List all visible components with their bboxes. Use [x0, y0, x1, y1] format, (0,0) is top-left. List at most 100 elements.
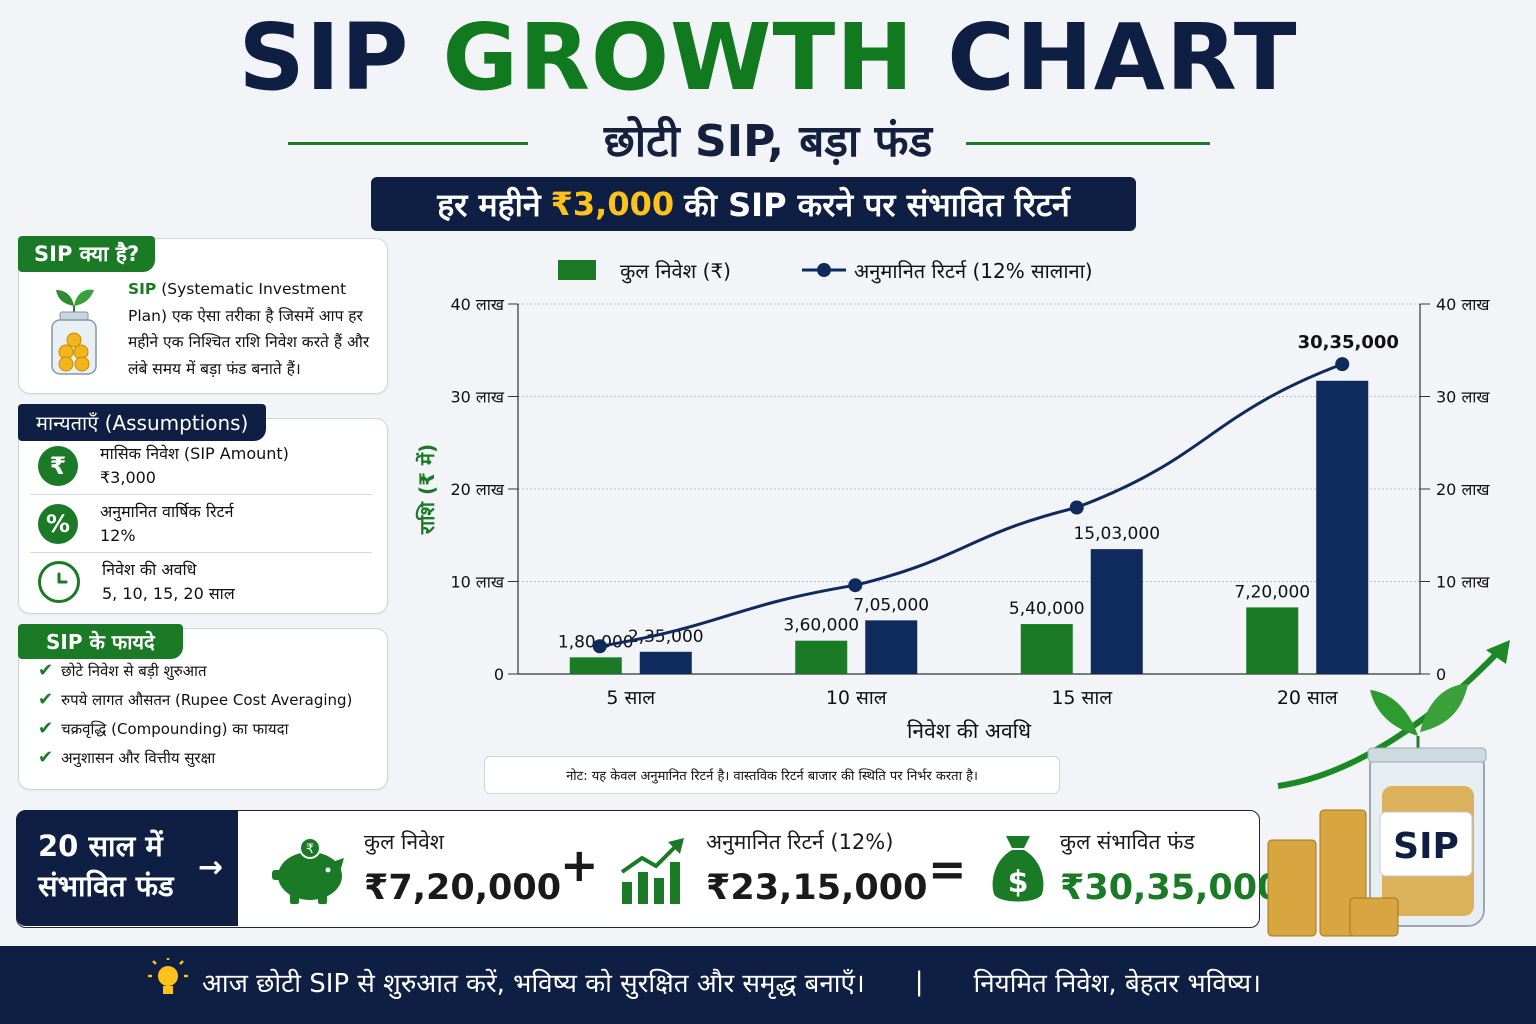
check-icon: ✔ [38, 660, 54, 681]
x-tick-label: 15 साल [1051, 687, 1113, 709]
assumptions-heading: मान्यताएँ (Assumptions) [18, 404, 267, 441]
benefit-item: ✔ छोटे निवेश से बड़ी शुरुआत [38, 660, 207, 681]
return-end-label: 30,35,000 [1298, 332, 1399, 353]
bar-investment [1020, 624, 1073, 674]
sip-keyword: SIP [128, 280, 157, 298]
sip-description: SIP (Systematic Investment Plan) एक ऐसा … [128, 276, 383, 382]
title-chart: CHART [947, 4, 1298, 111]
what-is-sip-heading: SIP क्या है? [18, 236, 156, 272]
sip-description-text: (Systematic Investment Plan) एक ऐसा तरीक… [128, 280, 370, 378]
summary-heading-line1: 20 साल में [38, 829, 163, 863]
bar-return [1316, 380, 1369, 674]
summary-heading-line2: संभावित फंड [38, 869, 174, 903]
banner-pre: हर महीने [437, 185, 541, 224]
page-title: SIP GROWTH CHART [0, 8, 1536, 108]
return-point [1069, 500, 1084, 515]
legend-label-return: अनुमानित रिटर्न (12% सालाना) [854, 259, 1093, 284]
assumption-value: 12% [100, 526, 136, 545]
footer-text: आज छोटी SIP से शुरुआत करें, भविष्य को सु… [202, 962, 1261, 1002]
assumption-label: निवेश की अवधि [102, 560, 197, 579]
y-tick-label-right: 10 लाख [1436, 573, 1490, 592]
footer-tagline: नियमित निवेश, बेहतर भविष्य। [973, 969, 1261, 999]
return-point [848, 578, 863, 593]
total-investment-value: ₹7,20,000 [364, 868, 562, 908]
expected-return-value: ₹23,15,000 [706, 868, 928, 908]
x-tick-label: 5 साल [606, 687, 656, 709]
footer-message: आज छोटी SIP से शुरुआत करें, भविष्य को सु… [202, 969, 865, 999]
assumption-value: 5, 10, 15, 20 साल [102, 584, 235, 603]
total-fund-value: ₹30,35,000 [1060, 868, 1282, 908]
bar-data-label: 7,05,000 [853, 595, 929, 615]
legend-swatch-investment [558, 260, 596, 280]
y-tick-label-right: 20 लाख [1436, 480, 1490, 499]
x-tick-label: 10 साल [826, 687, 888, 709]
subtitle: छोटी SIP, बड़ा फंड [603, 116, 933, 167]
bar-return [1090, 549, 1143, 674]
footer-divider: | [914, 967, 924, 997]
total-fund-label: कुल संभावित फंड [1060, 830, 1195, 854]
arrow-right-icon: → [198, 850, 224, 885]
plus-sign: + [560, 838, 599, 892]
chart-note: नोट: यह केवल अनुमानित रिटर्न है। वास्तवि… [484, 756, 1060, 794]
x-tick-label: 20 साल [1277, 687, 1339, 709]
footer [0, 946, 1536, 1024]
piggy-bank-icon: ₹ [272, 837, 344, 904]
bar-investment [569, 657, 622, 674]
return-line [599, 362, 1343, 648]
lightbulb-icon [148, 958, 188, 994]
banner-amount: ₹3,000 [550, 185, 675, 223]
clock-icon [38, 561, 80, 603]
check-icon: ✔ [38, 689, 54, 710]
y-tick-label-right: 30 लाख [1436, 388, 1490, 407]
bar-data-label: 2,35,000 [628, 627, 704, 647]
title-sip: SIP [238, 4, 410, 111]
assumption-label: मासिक निवेश (SIP Amount) [100, 444, 289, 463]
coin-jar-icon [51, 289, 97, 375]
y-axis-title: राशि (₹ में) [415, 444, 439, 535]
assumption-value: ₹3,000 [100, 468, 156, 487]
sip-chart: कुल निवेश (₹) अनुमानित रिटर्न (12% सालाना… [415, 259, 1490, 743]
y-tick-label-left: 20 लाख [450, 480, 504, 499]
x-axis-title: निवेश की अवधि [907, 719, 1032, 743]
svg-text:$: $ [1008, 865, 1029, 900]
coins-jar-illustration: SIP [1267, 640, 1510, 937]
percent-icon: % [38, 504, 78, 544]
growth-bars-icon [620, 838, 684, 904]
bar-data-label: 5,40,000 [1009, 599, 1085, 619]
bar-return [639, 651, 692, 674]
benefit-item: ✔ चक्रवृद्धि (Compounding) का फायदा [38, 718, 289, 739]
y-tick-label-left: 0 [494, 665, 504, 684]
banner: हर महीने ₹3,000 की SIP करने पर संभावित र… [371, 177, 1136, 231]
rupee-icon: ₹ [38, 446, 78, 486]
y-tick-label-right: 40 लाख [1436, 295, 1490, 314]
expected-return-label: अनुमानित रिटर्न (12%) [706, 830, 894, 854]
divider [30, 494, 372, 495]
y-tick-label-left: 40 लाख [450, 295, 504, 314]
title-growth: GROWTH [442, 4, 915, 111]
bar-data-label: 15,03,000 [1073, 524, 1160, 544]
banner-post: की SIP करने पर संभावित रिटर्न [684, 185, 1070, 224]
equals-sign: = [928, 842, 967, 896]
y-tick-label-left: 30 लाख [450, 388, 504, 407]
subtitle-rule-right [966, 142, 1210, 145]
divider [30, 552, 372, 553]
jar-label: SIP [1393, 826, 1459, 867]
subtitle-rule-left [288, 142, 528, 145]
bar-data-label: 7,20,000 [1234, 582, 1310, 602]
svg-text:₹: ₹ [306, 842, 314, 857]
y-tick-label-right: 0 [1436, 665, 1446, 684]
assumption-sip-amount: ₹ मासिक निवेश (SIP Amount) ₹3,000 [30, 438, 374, 494]
total-investment-label: कुल निवेश [364, 830, 445, 854]
return-point [1335, 357, 1350, 372]
bar-investment [1246, 607, 1299, 674]
assumption-return: % अनुमानित वार्षिक रिटर्न 12% [30, 496, 374, 552]
legend-label-investment: कुल निवेश (₹) [620, 259, 731, 284]
bar-investment [795, 640, 848, 674]
assumption-duration: निवेश की अवधि 5, 10, 15, 20 साल [30, 554, 374, 610]
bar-return [865, 620, 918, 674]
y-tick-label-left: 10 लाख [450, 573, 504, 592]
benefits-heading: SIP के फायदे [18, 624, 183, 659]
benefit-item: ✔ अनुशासन और वित्तीय सुरक्षा [38, 747, 216, 768]
check-icon: ✔ [38, 747, 54, 768]
check-icon: ✔ [38, 718, 54, 739]
